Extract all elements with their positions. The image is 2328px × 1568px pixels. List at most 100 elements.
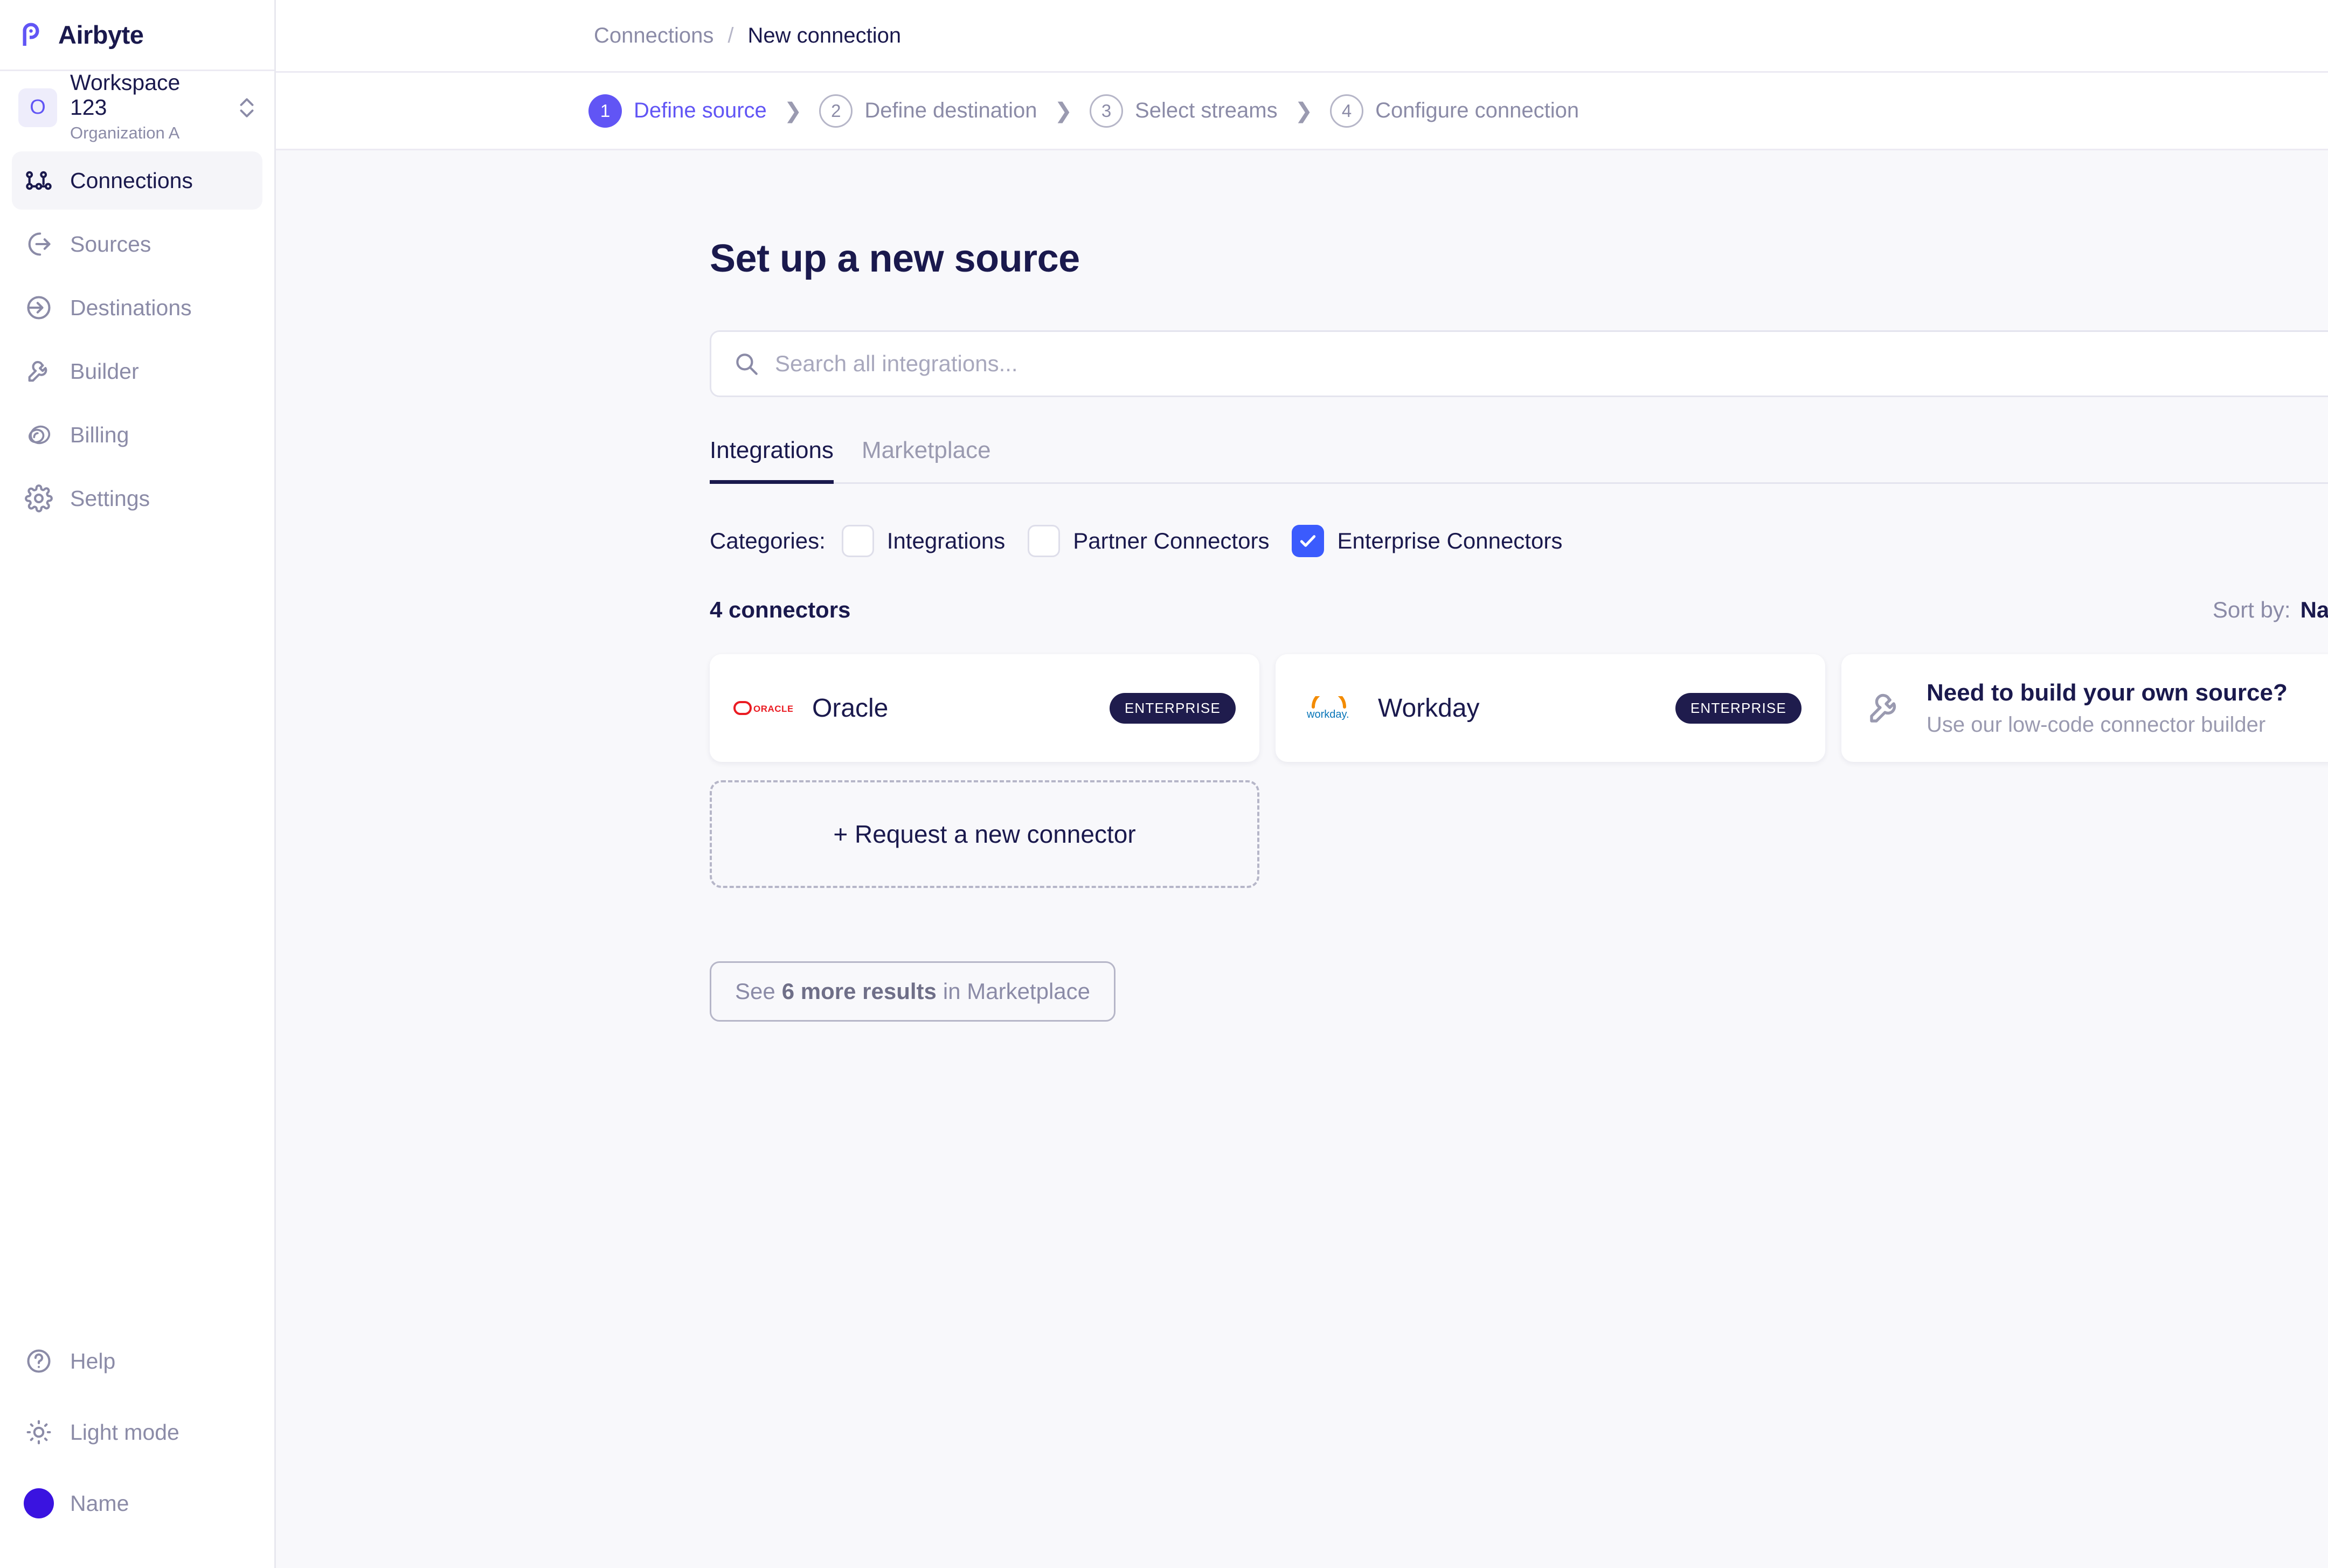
category-checkbox-enterprise-connectors[interactable]: Enterprise Connectors bbox=[1292, 525, 1562, 557]
connector-name: Oracle bbox=[812, 693, 889, 723]
sidebar-item-builder[interactable]: Builder bbox=[12, 342, 262, 400]
workspace-title: Workspace 123 bbox=[70, 70, 181, 120]
category-label: Integrations bbox=[886, 528, 1006, 553]
sidebar-item-billing[interactable]: Billing bbox=[12, 406, 262, 464]
gear-icon bbox=[24, 483, 54, 514]
more-results-highlight: 6 more results bbox=[781, 979, 937, 1004]
sun-icon bbox=[24, 1417, 54, 1447]
builder-card-title: Need to build your own source? bbox=[1927, 679, 2288, 706]
wizard-stepper: 1 Define source ❯ 2 Define destination ❯… bbox=[276, 73, 2328, 150]
request-new-connector-card[interactable]: + Request a new connector bbox=[710, 780, 1259, 888]
results-count: 4 connectors bbox=[710, 597, 851, 622]
step-number-badge: 3 bbox=[1090, 94, 1124, 128]
step-label: Configure connection bbox=[1375, 99, 1579, 122]
breadcrumb-current[interactable]: New connection bbox=[747, 23, 902, 47]
step-label: Define source bbox=[634, 99, 767, 122]
step-define-source[interactable]: 1 Define source bbox=[588, 94, 767, 128]
sidebar-item-settings[interactable]: Settings bbox=[12, 469, 262, 528]
main-area: Connections / New connection 1 Define so… bbox=[276, 0, 2328, 1568]
build-your-own-source-card[interactable]: Need to build your own source? Use our l… bbox=[1841, 654, 2328, 762]
oracle-logo-icon: ORACLE bbox=[733, 699, 793, 717]
content-scroll-area: Set up a new source Integrations Marketp… bbox=[276, 150, 2328, 1568]
sidebar-item-label: Builder bbox=[70, 358, 139, 384]
user-avatar-icon bbox=[24, 1488, 54, 1518]
destinations-icon bbox=[24, 293, 54, 323]
tab-bar: Integrations Marketplace bbox=[710, 437, 2328, 484]
wrench-icon bbox=[1865, 689, 1904, 727]
search-box[interactable] bbox=[710, 330, 2328, 397]
checkbox-checked-icon bbox=[1292, 525, 1325, 557]
search-input[interactable] bbox=[775, 351, 2328, 377]
tab-underline-rule bbox=[710, 482, 2328, 484]
checkbox-unchecked-icon bbox=[1028, 525, 1061, 557]
chevron-right-icon: ❯ bbox=[1294, 99, 1313, 123]
search-icon bbox=[733, 350, 760, 377]
tab-integrations[interactable]: Integrations bbox=[710, 437, 834, 484]
see-more-results-button[interactable]: See 6 more results in Marketplace bbox=[710, 961, 1116, 1022]
sidebar-item-light-mode[interactable]: Light mode bbox=[12, 1400, 262, 1465]
builder-card-text: Need to build your own source? Use our l… bbox=[1927, 679, 2288, 737]
brand-name: Airbyte bbox=[58, 20, 144, 49]
category-checkbox-integrations[interactable]: Integrations bbox=[841, 525, 1006, 557]
sidebar-item-label: Name bbox=[70, 1490, 129, 1516]
connector-grid: ORACLE Oracle ENTERPRISE workday. bbox=[710, 654, 2328, 762]
workspace-organization: Organization A bbox=[70, 123, 180, 143]
breadcrumb-parent-link[interactable]: Connections bbox=[594, 23, 714, 47]
sidebar-item-label: Settings bbox=[70, 485, 150, 511]
sidebar: Airbyte O Workspace 123 Organization A bbox=[0, 0, 276, 1568]
sidebar-item-user[interactable]: Name bbox=[12, 1471, 262, 1536]
sidebar-item-label: Billing bbox=[70, 422, 129, 447]
chevron-right-icon: ❯ bbox=[1054, 99, 1073, 123]
sidebar-item-help[interactable]: Help bbox=[12, 1329, 262, 1393]
builder-card-subtitle: Use our low-code connector builder bbox=[1927, 712, 2266, 737]
sidebar-item-label: Light mode bbox=[70, 1419, 179, 1445]
results-row: 4 connectors Sort by: Name bbox=[710, 597, 2328, 623]
step-select-streams[interactable]: 3 Select streams bbox=[1090, 94, 1278, 128]
workday-logo-icon: workday. bbox=[1299, 696, 1359, 720]
categories-label: Categories: bbox=[710, 528, 826, 553]
billing-icon bbox=[24, 420, 54, 450]
workspace-text: Workspace 123 Organization A bbox=[70, 71, 223, 144]
sidebar-item-label: Sources bbox=[70, 231, 151, 256]
tab-marketplace[interactable]: Marketplace bbox=[861, 437, 991, 463]
help-circle-icon bbox=[24, 1346, 54, 1376]
breadcrumb: Connections / New connection bbox=[276, 0, 2328, 73]
category-checkbox-partner-connectors[interactable]: Partner Connectors bbox=[1028, 525, 1269, 557]
category-label: Enterprise Connectors bbox=[1337, 528, 1563, 553]
sidebar-item-label: Help bbox=[70, 1348, 116, 1373]
breadcrumb-separator: / bbox=[728, 23, 734, 47]
chevron-right-icon: ❯ bbox=[784, 99, 802, 123]
brand-header[interactable]: Airbyte bbox=[0, 0, 274, 71]
workspace-switcher[interactable]: O Workspace 123 Organization A bbox=[0, 71, 274, 144]
sidebar-spacer bbox=[0, 528, 274, 1329]
category-label: Partner Connectors bbox=[1073, 528, 1270, 553]
svg-text:workday.: workday. bbox=[1306, 709, 1349, 720]
more-results-prefix: See bbox=[735, 979, 775, 1004]
step-define-destination[interactable]: 2 Define destination bbox=[819, 94, 1037, 128]
categories-filter: Categories: Integrations Partner Connect… bbox=[710, 525, 2328, 557]
connections-icon bbox=[24, 165, 54, 196]
connector-name: Workday bbox=[1378, 693, 1480, 723]
step-configure-connection[interactable]: 4 Configure connection bbox=[1330, 94, 1579, 128]
sidebar-item-label: Connections bbox=[70, 168, 193, 193]
connector-card-oracle[interactable]: ORACLE Oracle ENTERPRISE bbox=[710, 654, 1259, 762]
content-inner: Set up a new source Integrations Marketp… bbox=[710, 237, 2328, 1022]
status-badge: ENTERPRISE bbox=[1109, 692, 1236, 724]
sidebar-item-sources[interactable]: Sources bbox=[12, 215, 262, 273]
builder-wrench-icon bbox=[24, 356, 54, 386]
sort-by-dropdown[interactable]: Sort by: Name bbox=[2213, 597, 2328, 623]
sidebar-bottom-nav: Help Light mode Name bbox=[0, 1329, 274, 1568]
sidebar-item-destinations[interactable]: Destinations bbox=[12, 279, 262, 337]
step-number-badge: 1 bbox=[588, 94, 622, 128]
sources-icon bbox=[24, 229, 54, 259]
checkbox-unchecked-icon bbox=[841, 525, 874, 557]
connector-card-workday[interactable]: workday. Workday ENTERPRISE bbox=[1276, 654, 1825, 762]
airbyte-logo-icon bbox=[16, 19, 48, 51]
sort-by-label: Sort by: bbox=[2212, 597, 2291, 622]
sidebar-item-connections[interactable]: Connections bbox=[12, 151, 262, 210]
workspace-avatar: O bbox=[18, 88, 57, 127]
sidebar-nav: Connections Sources Destinations bbox=[0, 144, 274, 528]
sort-by-value: Name bbox=[2300, 597, 2328, 622]
more-results-suffix: in Marketplace bbox=[943, 979, 1090, 1004]
sidebar-item-label: Destinations bbox=[70, 295, 192, 320]
